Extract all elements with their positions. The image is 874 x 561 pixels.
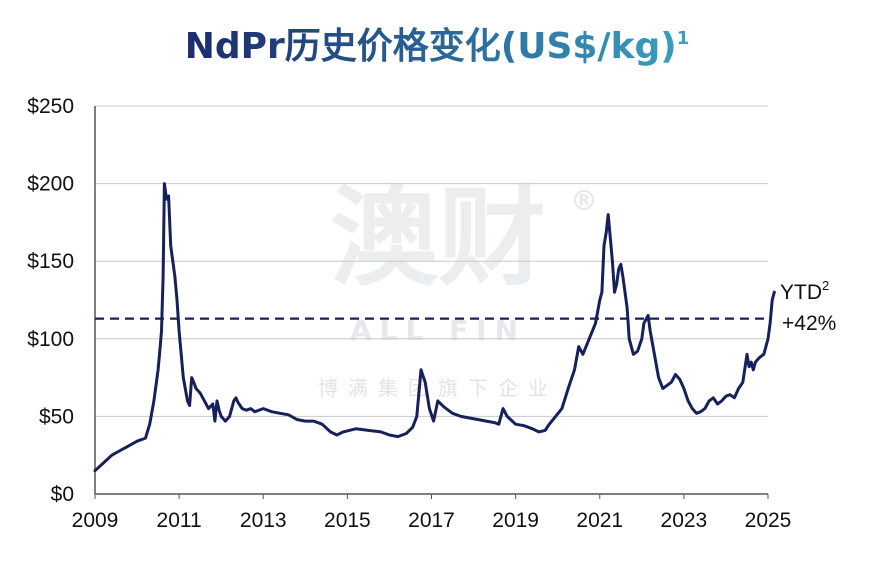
chart-title-superscript: 1 (677, 28, 690, 49)
x-tick-label: 2021 (576, 509, 623, 532)
y-tick-label: $250 (27, 95, 74, 118)
watermark: 澳财 ® ALL FIN 博满集团旗下企业 (318, 176, 606, 400)
watermark-latin: ALL FIN (350, 314, 526, 347)
ytd-change: +42% (782, 312, 836, 335)
x-tick-label: 2013 (240, 509, 287, 532)
chart-title-main: NdPr历史价格变化(US$/kg) (185, 25, 677, 67)
series-group (93, 182, 776, 473)
y-tick-labels: $0 $50 $100 $150 $200 $250 (27, 95, 74, 506)
chart-title: NdPr历史价格变化(US$/kg)1 (185, 25, 690, 67)
y-tick-label: $100 (27, 328, 74, 351)
x-tick-label: 2019 (492, 509, 539, 532)
watermark-registered-mark: ® (570, 184, 606, 217)
x-tick-label: 2015 (324, 509, 371, 532)
y-tick-label: $0 (51, 483, 74, 506)
y-tick-label: $150 (27, 250, 74, 273)
watermark-subtitle: 博满集团旗下企业 (318, 376, 558, 400)
grid-lines (95, 105, 768, 417)
ytd-label: YTD2 (780, 278, 829, 304)
x-tick-label: 2011 (157, 509, 202, 532)
x-tick-labels: 2009 2011 2013 2015 2017 2019 2021 2023 2025 (72, 494, 792, 532)
x-tick-label: 2009 (72, 509, 119, 532)
x-tick-label: 2017 (408, 509, 455, 532)
price-series-line (93, 182, 776, 473)
watermark-main: 澳财 (330, 176, 546, 301)
ytd-text: YTD (780, 281, 822, 304)
y-tick-label: $50 (39, 405, 74, 428)
ytd-annotation: YTD2 +42% (780, 278, 836, 335)
y-tick-label: $200 (27, 173, 74, 196)
x-tick-label: 2025 (745, 509, 792, 532)
ytd-superscript: 2 (822, 278, 829, 293)
x-tick-label: 2023 (661, 509, 708, 532)
